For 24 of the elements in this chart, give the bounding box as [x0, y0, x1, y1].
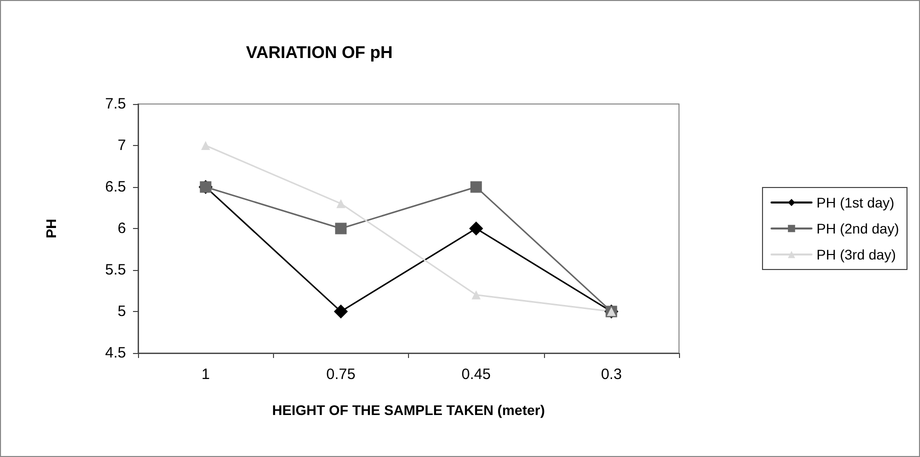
legend-label: PH (1st day) [816, 194, 894, 210]
legend-label: PH (2nd day) [816, 220, 899, 236]
y-tick-label: 4.5 [105, 344, 126, 362]
legend-label: PH (3rd day) [816, 246, 896, 262]
point [472, 290, 481, 300]
y-tick-label: 7.5 [105, 96, 126, 112]
x-tick-label: 0.45 [462, 366, 491, 383]
point [335, 222, 347, 234]
point [334, 304, 348, 318]
x-tick-label: 0.3 [600, 366, 622, 383]
chart-title: VARIATION OF pH [246, 43, 393, 62]
y-axis-title: PH [43, 218, 59, 238]
point [470, 181, 482, 193]
y-tick-label: 5 [118, 303, 126, 320]
point [469, 222, 484, 236]
y-tick-label: 6.5 [105, 178, 126, 196]
x-tick-label: 0.75 [326, 366, 356, 383]
x-axis-title: HEIGHT OF THE SAMPLE TAKEN (meter) [272, 402, 545, 418]
point [336, 199, 346, 208]
y-tick-label: 6 [118, 220, 126, 237]
point [201, 141, 210, 150]
y-tick-label: 7 [118, 137, 126, 154]
x-tick-label: 1 [201, 366, 210, 383]
y-tick-label: 5.5 [105, 262, 126, 278]
